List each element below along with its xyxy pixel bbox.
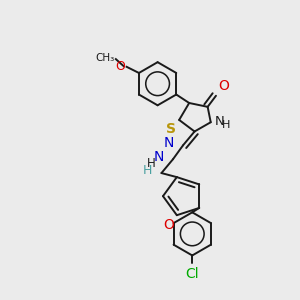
Text: H: H <box>147 157 156 170</box>
Text: O: O <box>218 80 229 93</box>
Text: N: N <box>164 136 174 150</box>
Text: H: H <box>221 120 230 130</box>
Text: N: N <box>214 115 224 128</box>
Text: S: S <box>166 122 176 136</box>
Text: O: O <box>115 59 125 73</box>
Text: O: O <box>163 218 174 232</box>
Text: H: H <box>143 164 152 177</box>
Text: N: N <box>153 150 164 164</box>
Text: Cl: Cl <box>185 267 199 281</box>
Text: CH₃: CH₃ <box>96 53 115 63</box>
